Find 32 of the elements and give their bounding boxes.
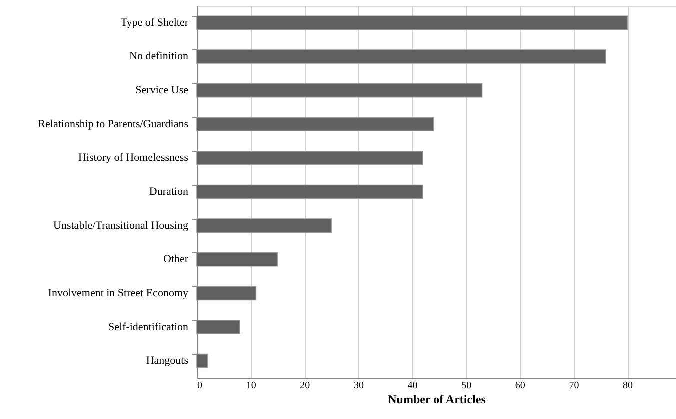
y-tick-label: Type of Shelter: [120, 16, 189, 29]
y-tick-label: No definition: [130, 50, 189, 63]
y-tick-label: Service Use: [136, 84, 189, 97]
x-tick-label: 10: [246, 380, 256, 392]
bar: [196, 50, 606, 64]
bar: [196, 286, 257, 301]
y-tick-label: Involvement in Street Economy: [48, 287, 189, 300]
x-tick-label: 40: [408, 380, 418, 392]
y-tick-label: Self-identification: [108, 321, 189, 334]
y-tick-label: Relationship to Parents/Guardians: [38, 118, 188, 130]
x-tick-label: 0: [198, 380, 202, 392]
bar: [196, 151, 424, 166]
y-tick-label: Unstable/Transitional Housing: [54, 220, 189, 232]
bar: [196, 117, 434, 132]
y-tick-label: Other: [163, 254, 189, 266]
y-tick-label: Duration: [149, 186, 189, 198]
bar: [196, 320, 240, 334]
bar: [196, 83, 483, 98]
bar: [196, 354, 208, 368]
x-tick-label: 60: [515, 380, 526, 392]
x-tick-label: 70: [569, 380, 580, 392]
x-axis-title: Number of Articles: [388, 392, 486, 406]
bar: [196, 252, 278, 267]
y-tick-label: Hangouts: [146, 355, 188, 368]
x-tick-label: 30: [354, 380, 364, 392]
bar: [196, 218, 332, 233]
bar: [196, 16, 628, 30]
y-tick-label: History of Homelessness: [78, 152, 188, 164]
bar: [196, 184, 424, 200]
x-tick-label: 50: [462, 380, 472, 392]
x-tick-label: 80: [623, 380, 634, 392]
x-tick-label: 20: [300, 380, 310, 392]
